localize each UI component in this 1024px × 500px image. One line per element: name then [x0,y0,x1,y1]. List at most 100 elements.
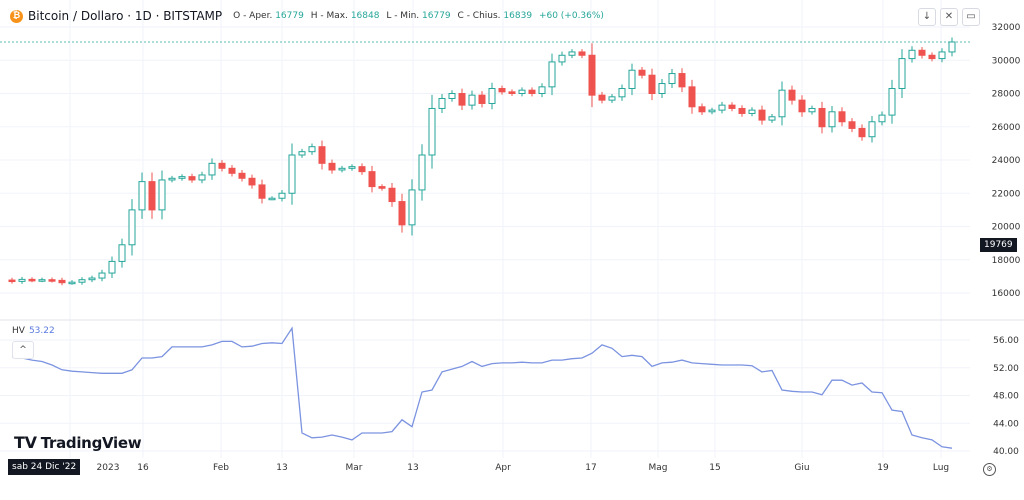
candle-down [8,279,16,283]
candle-down [238,172,246,179]
time-tick-label: 16 [137,463,149,473]
candle-down [928,54,936,60]
candle-up [298,151,306,156]
candle-up [268,197,276,201]
price-tick-label: 30000 [992,56,1021,66]
candle-up [568,51,576,56]
candle-up [88,277,96,281]
candle-down [728,104,736,109]
hv-tick-label: 48.00 [993,392,1019,402]
close-value: 16839 [503,11,533,21]
pane-buttons: ↓ ✕ ▭ [918,8,980,26]
high-label: H - Max. [310,11,348,21]
candle-up [428,107,436,156]
candle-down [918,49,926,56]
symbol-title[interactable]: Bitcoin / Dollaro · 1D · BITSTAMP [28,9,223,23]
collapse-icon[interactable]: ✕ [940,8,958,26]
candle-up [888,88,896,116]
candle-down [528,89,536,95]
tradingview-logo[interactable]: TV TradingView [14,433,142,452]
candle-down [478,94,486,104]
price-tick-label: 26000 [992,123,1021,133]
candle-up [548,61,556,88]
time-tick-label: 13 [407,463,418,473]
candle-up [278,192,286,199]
hv-tick-label: 52.00 [993,364,1019,374]
candle-up [668,73,676,85]
candle-up [948,41,956,53]
candle-up [558,54,566,63]
candle-up [418,154,426,191]
time-tick-label: Feb [213,463,229,473]
candle-down [458,93,466,106]
candle-down [678,73,686,88]
time-tick-label: 13 [276,463,287,473]
candle-up [518,89,526,95]
candle-down [248,177,256,186]
candle-up [338,167,346,171]
candle-down [858,127,866,138]
candle-up [908,49,916,60]
candle-up [898,58,906,90]
price-tick-label: 32000 [992,23,1021,33]
candle-up [868,121,876,138]
candle-up [768,116,776,121]
candle-down [368,171,376,188]
crosshair-date-label: sab 24 Dic '22 [8,459,81,475]
candle-up [38,279,46,282]
candle-down [798,99,806,113]
time-tick-label: Lug [933,463,949,473]
price-tick-label: 22000 [992,189,1021,199]
candle-up [118,244,126,262]
time-tick-label: 15 [709,463,720,473]
candle-up [108,260,116,274]
candle-up [808,107,816,113]
maximize-icon[interactable]: ▭ [962,8,980,26]
price-tick-label: 24000 [992,156,1021,166]
candle-up [138,181,146,211]
candle-up [658,83,666,95]
candle-up [198,174,206,181]
candle-up [78,279,86,283]
tradingview-mark-icon: TV [14,433,37,452]
hv-tick-label: 40.00 [993,447,1019,457]
hv-tick-label: 56.00 [993,336,1019,346]
arrow-down-icon[interactable]: ↓ [918,8,936,26]
candle-up [348,166,356,169]
hv-tick-label: 44.00 [993,419,1019,429]
candle-down [508,91,516,95]
candle-up [438,97,446,109]
time-tick-label: 17 [585,463,596,473]
time-tick-label: Giu [794,463,809,473]
time-tick-label: 19 [877,463,889,473]
candle-down [258,184,266,199]
candle-down [28,278,36,282]
settings-gear-icon[interactable]: ⚙ [983,463,996,476]
candle-down [498,88,506,93]
time-tick-label: Mag [649,463,668,473]
hv-legend[interactable]: HV 53.22 [12,326,55,336]
bitcoin-icon: ₿ [10,9,23,23]
candle-up [468,94,476,106]
time-tick-label: Mar [346,463,363,473]
candle-down [388,187,396,203]
candle-down [818,107,826,128]
hv-series [11,326,953,449]
grid [0,0,970,458]
high-value: 16848 [350,11,380,21]
candle-up [408,189,416,226]
candle-up [158,179,166,211]
candle-down [788,89,796,101]
logo-text: TradingView [40,434,142,452]
candle-up [98,272,106,279]
candle-down [148,181,156,211]
candle-down [318,146,326,164]
candle-down [688,86,696,108]
candle-down [588,54,596,96]
candle-down [358,166,366,173]
axes: 16000 18000 20000 22000 24000 26000 28000 30000… [0,23,1024,473]
collapse-legend-button[interactable]: ^ [12,341,34,359]
candle-down [738,107,746,114]
time-tick-label: Apr [495,463,511,473]
